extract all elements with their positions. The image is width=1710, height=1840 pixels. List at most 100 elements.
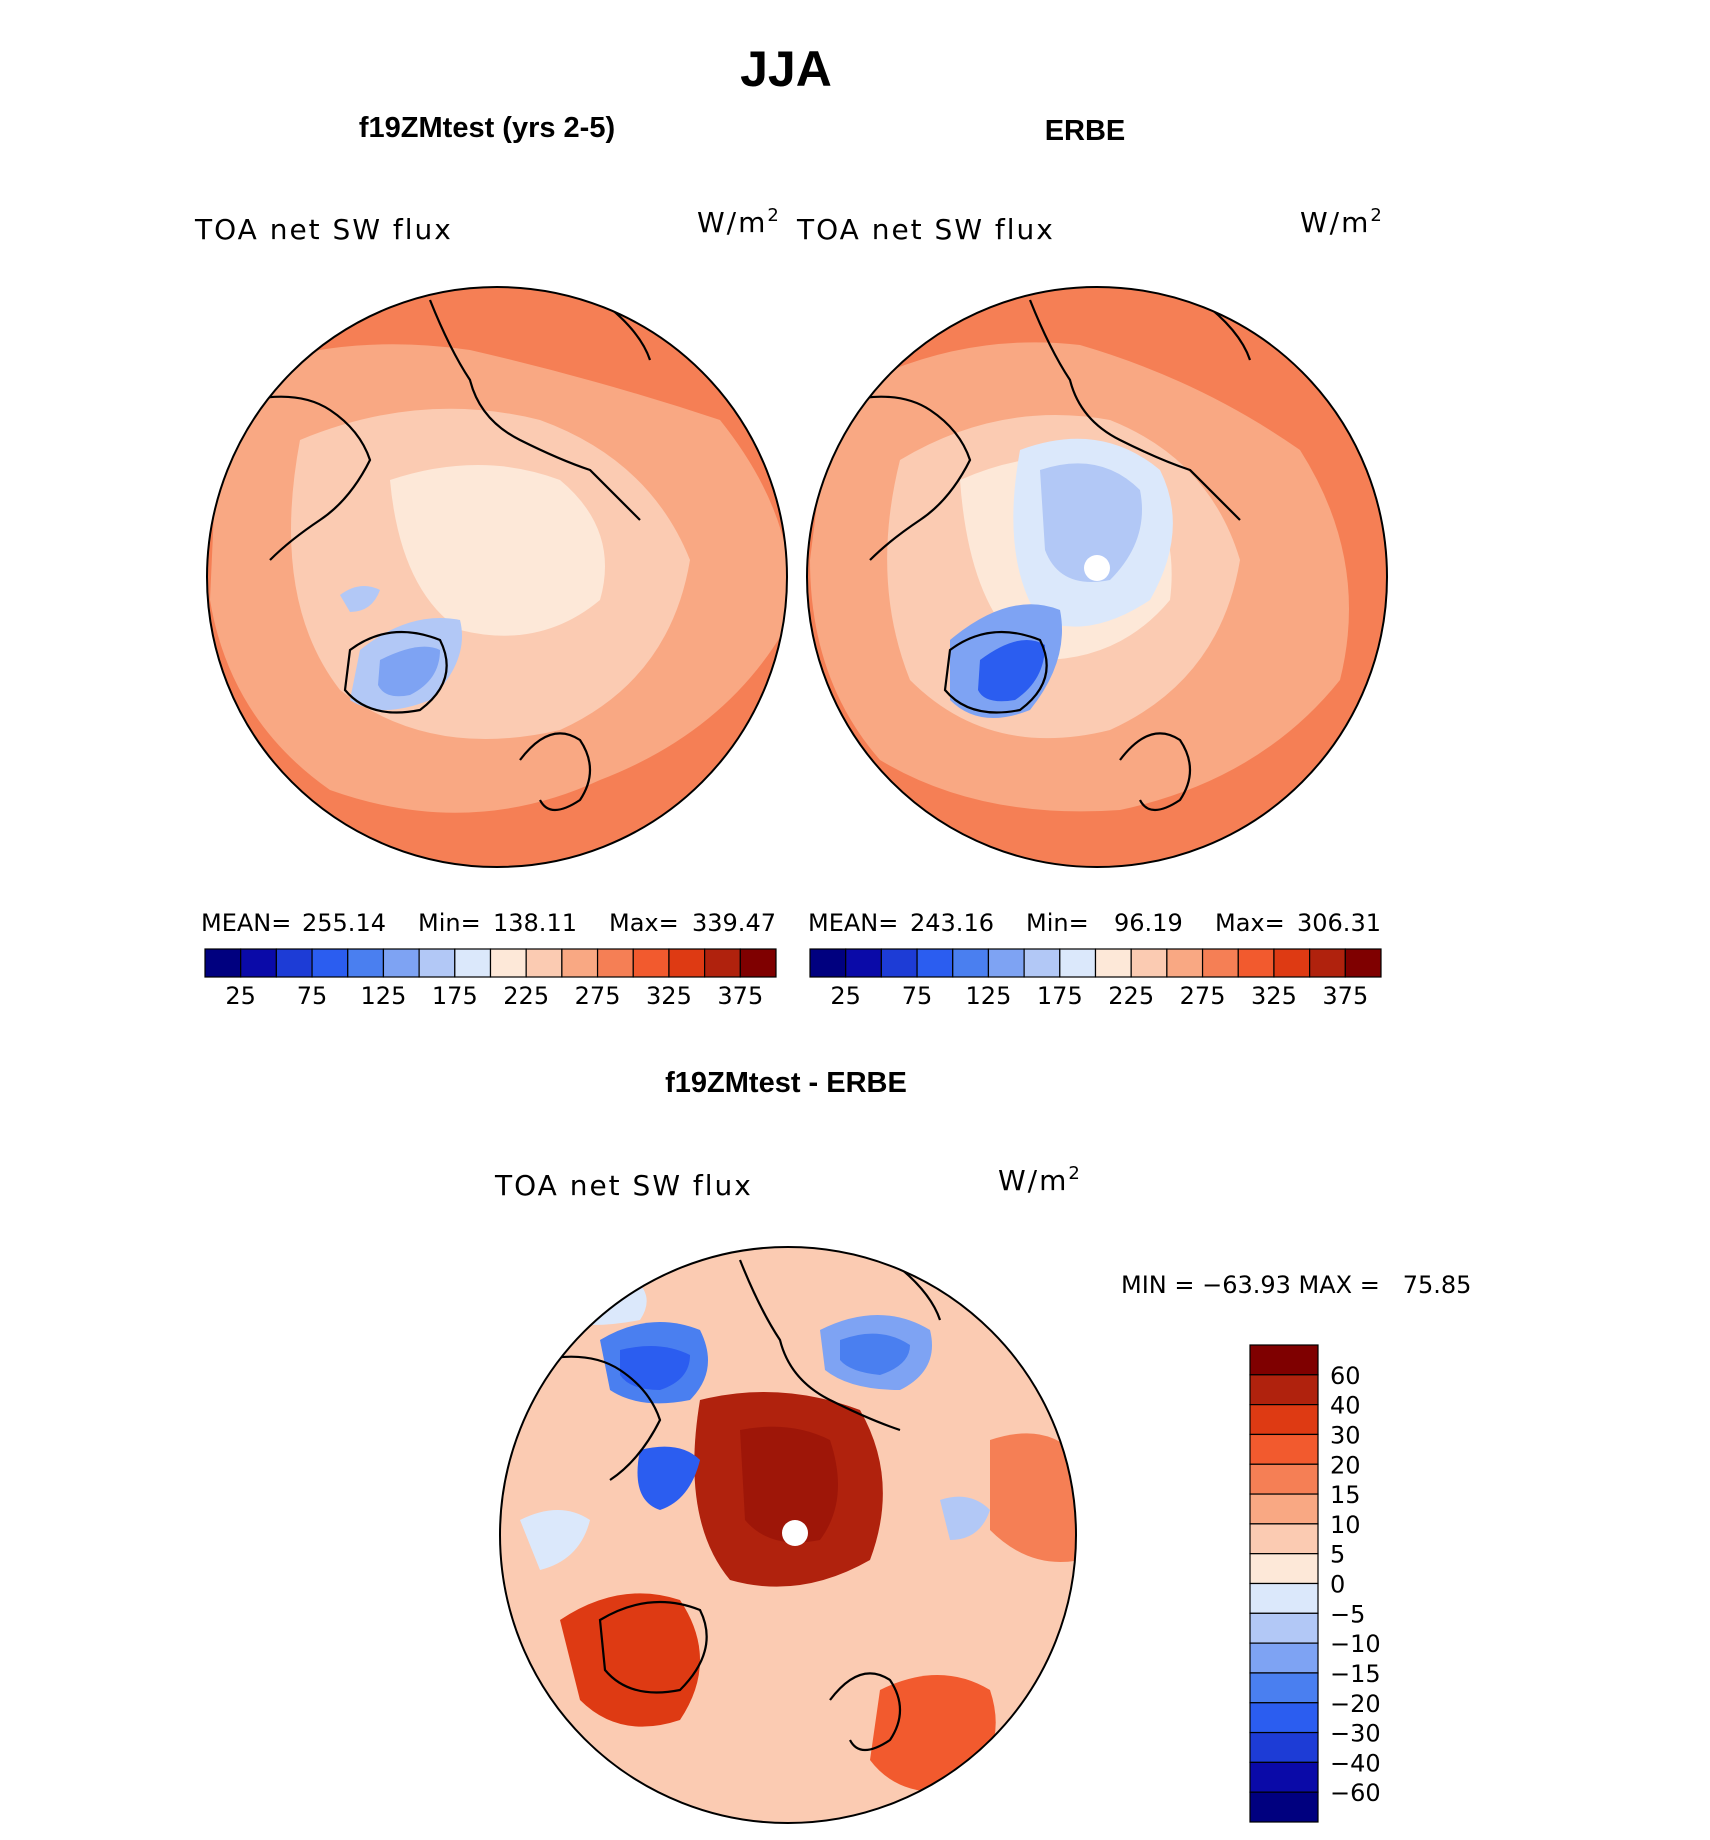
- max-label: Max=: [609, 909, 679, 937]
- colorbar-swatch: [596, 948, 634, 978]
- colorbar-tick-label: 125: [361, 982, 407, 1010]
- units-label-diff: W/m2: [998, 1163, 1082, 1197]
- variable-label-obs: TOA net SW flux: [796, 213, 1055, 246]
- variable-label-diff: TOA net SW flux: [494, 1169, 753, 1202]
- mean-value: 255.14: [302, 909, 386, 937]
- colorbar-swatch: [489, 948, 527, 978]
- colorbar-tick-label: −30: [1330, 1720, 1381, 1748]
- colorbar-swatch: [1249, 1553, 1319, 1585]
- colorbar-swatch: [1249, 1761, 1319, 1793]
- colorbar-swatch: [1249, 1523, 1319, 1555]
- mean-value: 243.16: [910, 909, 994, 937]
- colorbar-tick-label: 175: [432, 982, 478, 1010]
- colorbar-swatch: [1344, 948, 1382, 978]
- polar-map-obs: [806, 286, 1388, 868]
- colorbar-tick-label: 25: [225, 982, 256, 1010]
- colorbar-swatch: [1059, 948, 1097, 978]
- colorbar-swatch: [1094, 948, 1132, 978]
- colorbar-tick-label: −5: [1330, 1600, 1365, 1628]
- colorbar-swatch: [240, 948, 277, 978]
- max-label: Max=: [1215, 909, 1285, 937]
- colorbar-tick-label: 5: [1330, 1541, 1345, 1569]
- polar-hole-diff: [782, 1520, 808, 1546]
- colorbar-swatch: [987, 948, 1025, 978]
- colorbar-tick-label: 60: [1330, 1362, 1361, 1390]
- mean-label: MEAN=: [808, 909, 898, 937]
- colorbar-swatch: [880, 948, 918, 978]
- colorbar-tick-label: 275: [575, 982, 621, 1010]
- colorbar-swatch: [632, 948, 670, 978]
- colorbar-tick-label: −10: [1330, 1630, 1381, 1658]
- colorbar-swatch: [561, 948, 599, 978]
- colorbar-swatch: [204, 948, 242, 978]
- colorbar-swatch: [1249, 1702, 1319, 1734]
- colorbar-obs: 25 75 125 175 225 275 325 375: [809, 948, 1382, 1010]
- max-value: 306.31: [1297, 909, 1381, 937]
- colorbar-swatch: [1201, 948, 1239, 978]
- colorbar-tick-label: 75: [297, 982, 328, 1010]
- panel-heading-obs: ERBE: [1045, 115, 1126, 147]
- colorbar-swatch: [1237, 948, 1275, 978]
- colorbar-swatch: [1273, 948, 1311, 978]
- colorbar-swatch: [809, 948, 847, 978]
- colorbar-swatch: [1249, 1344, 1319, 1376]
- stats-obs: MEAN= 243.16 Min= 96.19 Max= 306.31: [808, 909, 1381, 937]
- colorbar-swatch: [1249, 1493, 1319, 1525]
- colorbar-tick-label: 40: [1330, 1392, 1361, 1420]
- colorbar-swatch: [1023, 948, 1061, 978]
- colorbar-swatch: [1166, 948, 1204, 978]
- colorbar-tick-label: −20: [1330, 1690, 1381, 1718]
- colorbar-tick-label: 15: [1330, 1481, 1361, 1509]
- colorbar-tick-label: −60: [1330, 1779, 1381, 1807]
- colorbar-model: 25 75 125 175 225 275 325 375: [204, 948, 777, 1010]
- colorbar-tick-label: 325: [1251, 982, 1297, 1010]
- polar-map-model: [206, 286, 788, 868]
- units-label-model: W/m2: [697, 205, 781, 239]
- colorbar-tick-label: 325: [646, 982, 692, 1010]
- colorbar-swatch: [347, 948, 385, 978]
- min-value: 96.19: [1114, 909, 1183, 937]
- max-value: 339.47: [692, 909, 776, 937]
- colorbar-swatch: [1249, 1433, 1319, 1465]
- colorbar-swatch: [739, 948, 777, 978]
- colorbar-swatch: [454, 948, 492, 978]
- colorbar-tick-label: 275: [1180, 982, 1226, 1010]
- panel-heading-diff: f19ZMtest - ERBE: [665, 1067, 907, 1099]
- colorbar-tick-label: 375: [1322, 982, 1368, 1010]
- colorbar-tick-label: 375: [717, 982, 763, 1010]
- colorbar-swatch: [525, 948, 563, 978]
- min-value: 138.11: [493, 909, 577, 937]
- variable-label-model: TOA net SW flux: [194, 213, 453, 246]
- stats-model: MEAN= 255.14 Min= 138.11 Max= 339.47: [201, 909, 776, 937]
- polar-map-diff: [499, 1246, 1077, 1824]
- colorbar-swatch: [418, 948, 456, 978]
- colorbar-swatch: [1249, 1612, 1319, 1644]
- colorbar-swatch: [311, 948, 349, 978]
- colorbar-swatch: [1249, 1672, 1319, 1704]
- colorbar-swatch: [1309, 948, 1346, 978]
- colorbar-tick-label: 10: [1330, 1511, 1361, 1539]
- figure-title: JJA: [740, 41, 832, 97]
- colorbar-swatch: [382, 948, 420, 978]
- colorbar-swatch: [704, 948, 741, 978]
- colorbar-swatch: [916, 948, 954, 978]
- colorbar-tick-label: 30: [1330, 1421, 1361, 1449]
- colorbar-swatch: [1249, 1791, 1319, 1823]
- colorbar-swatch: [668, 948, 706, 978]
- colorbar-swatch: [1249, 1404, 1319, 1436]
- colorbar-tick-label: −40: [1330, 1749, 1381, 1777]
- colorbar-tick-label: 20: [1330, 1451, 1361, 1479]
- min-label: Min=: [1026, 909, 1089, 937]
- colorbar-swatch: [275, 948, 313, 978]
- colorbar-swatch: [1249, 1582, 1319, 1614]
- colorbar-swatch: [952, 948, 990, 978]
- colorbar-swatch: [845, 948, 882, 978]
- colorbar-tick-label: 75: [902, 982, 933, 1010]
- colorbar-swatch: [1249, 1463, 1319, 1495]
- colorbar-swatch: [1249, 1731, 1319, 1763]
- colorbar-tick-label: 0: [1330, 1571, 1345, 1599]
- colorbar-tick-label: 25: [830, 982, 861, 1010]
- panel-heading-model: f19ZMtest (yrs 2-5): [359, 112, 615, 144]
